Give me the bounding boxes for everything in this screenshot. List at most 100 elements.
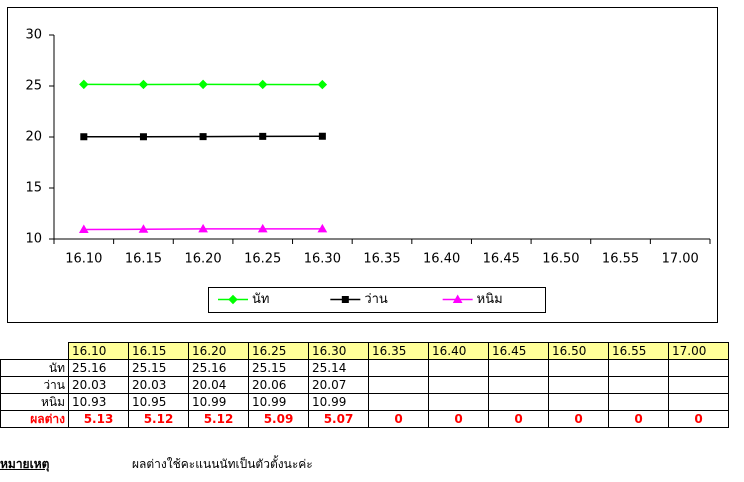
table-cell xyxy=(428,359,489,377)
header-cell: 16.20 xyxy=(188,342,249,360)
row-label: ว่าน xyxy=(0,376,69,394)
table-cell: 0 xyxy=(488,410,549,428)
note-text: ผลต่างใช้คะแนนนัทเป็นตัวตั้งนะค่ะ xyxy=(132,457,313,471)
table-cell: 5.12 xyxy=(188,410,249,428)
header-cell: 16.45 xyxy=(488,342,549,360)
table-row: นัท 25.16 25.15 25.16 25.15 25.14 xyxy=(0,359,729,377)
table-cell xyxy=(368,359,429,377)
table-row: ว่าน 20.03 20.03 20.04 20.06 20.07 xyxy=(0,376,729,394)
table-cell xyxy=(608,393,669,411)
marker xyxy=(258,79,268,90)
header-cell: 16.10 xyxy=(68,342,129,360)
table-cell: 10.99 xyxy=(308,393,369,411)
legend-label: หนิม xyxy=(477,292,503,307)
table-cell xyxy=(368,393,429,411)
table-row: หนิม 10.93 10.95 10.99 10.99 10.99 xyxy=(0,393,729,411)
table-cell: 5.13 xyxy=(68,410,129,428)
header-row: 16.10 16.15 16.20 16.25 16.30 16.35 16.40 16.45… xyxy=(0,342,729,360)
header-cell: 16.50 xyxy=(548,342,609,360)
table-cell: 25.14 xyxy=(308,359,369,377)
y-tick-label: 10 xyxy=(25,232,42,247)
table-cell: 0 xyxy=(428,410,489,428)
table-cell xyxy=(668,376,729,394)
table-cell: 5.07 xyxy=(308,410,369,428)
header-cell: 16.35 xyxy=(368,342,429,360)
x-tick-label: 16.15 xyxy=(125,252,162,267)
table-cell xyxy=(428,376,489,394)
table-cell xyxy=(608,359,669,377)
legend-label: ว่าน xyxy=(364,292,388,307)
marker xyxy=(199,133,207,141)
table-cell xyxy=(668,393,729,411)
marker xyxy=(80,133,88,141)
table-cell: 0 xyxy=(368,410,429,428)
table-cell: 20.03 xyxy=(128,376,189,394)
table-cell: 20.04 xyxy=(188,376,249,394)
header-cell: 16.15 xyxy=(128,342,189,360)
table-cell: 10.99 xyxy=(248,393,309,411)
table-cell: 20.07 xyxy=(308,376,369,394)
marker xyxy=(198,223,208,233)
legend-marker xyxy=(228,294,238,305)
table-cell: 25.16 xyxy=(68,359,129,377)
table-cell xyxy=(668,359,729,377)
table-cell xyxy=(488,376,549,394)
header-cell: 16.25 xyxy=(248,342,309,360)
marker xyxy=(79,79,89,90)
row-label: นัท xyxy=(0,359,69,377)
table-cell: 20.03 xyxy=(68,376,129,394)
marker xyxy=(138,79,149,90)
table-cell: 0 xyxy=(548,410,609,428)
table-cell xyxy=(368,376,429,394)
table-cell: 0 xyxy=(608,410,669,428)
table-cell: 20.06 xyxy=(248,376,309,394)
marker xyxy=(78,224,89,234)
table-row: ผลต่าง 5.13 5.12 5.12 5.09 5.07 0 0 0 0 0 0 xyxy=(0,410,729,428)
x-tick-label: 17.00 xyxy=(662,252,699,267)
marker xyxy=(257,223,268,233)
x-tick-label: 16.35 xyxy=(363,252,400,267)
table-cell xyxy=(488,393,549,411)
header-cell: 16.30 xyxy=(308,342,369,360)
marker xyxy=(259,132,267,140)
corner-cell xyxy=(0,342,69,360)
table-cell xyxy=(548,359,609,377)
y-tick-label: 30 xyxy=(25,28,42,43)
marker xyxy=(139,133,147,141)
x-tick-label: 16.25 xyxy=(244,252,281,267)
y-tick-label: 25 xyxy=(25,79,42,94)
table-cell xyxy=(428,393,489,411)
chart: 10 15 20 25 30 16.10 16.15 16.20 16.25 16.30 16.35… xyxy=(7,7,718,323)
marker xyxy=(317,223,328,233)
table-cell: 10.93 xyxy=(68,393,129,411)
marker xyxy=(138,224,149,233)
x-tick-label: 16.55 xyxy=(602,252,639,267)
row-label: ผลต่าง xyxy=(0,410,69,428)
x-tick-label: 16.40 xyxy=(423,252,460,267)
row-label: หนิม xyxy=(0,393,69,411)
table-cell: 25.15 xyxy=(128,359,189,377)
marker xyxy=(198,79,208,90)
marker xyxy=(318,132,326,140)
marker xyxy=(317,79,328,90)
x-tick-label: 16.50 xyxy=(542,252,579,267)
legend-marker xyxy=(341,296,349,303)
table-cell: 25.16 xyxy=(188,359,249,377)
table-cell xyxy=(488,359,549,377)
legend-box xyxy=(208,287,546,313)
data-table: 16.10 16.15 16.20 16.25 16.30 16.35 16.40 16.45… xyxy=(0,342,729,428)
table-cell xyxy=(548,376,609,394)
table-cell: 10.99 xyxy=(188,393,249,411)
header-cell: 16.55 xyxy=(608,342,669,360)
table-cell xyxy=(548,393,609,411)
table-cell: 5.12 xyxy=(128,410,189,428)
x-tick-label: 16.45 xyxy=(483,252,520,267)
legend-label: นัท xyxy=(252,292,269,307)
table-cell: 0 xyxy=(668,410,729,428)
chart-frame xyxy=(7,7,718,323)
x-tick-label: 16.30 xyxy=(304,252,341,267)
table-cell: 5.09 xyxy=(248,410,309,428)
y-tick-label: 15 xyxy=(25,181,42,196)
legend-marker xyxy=(452,294,463,303)
